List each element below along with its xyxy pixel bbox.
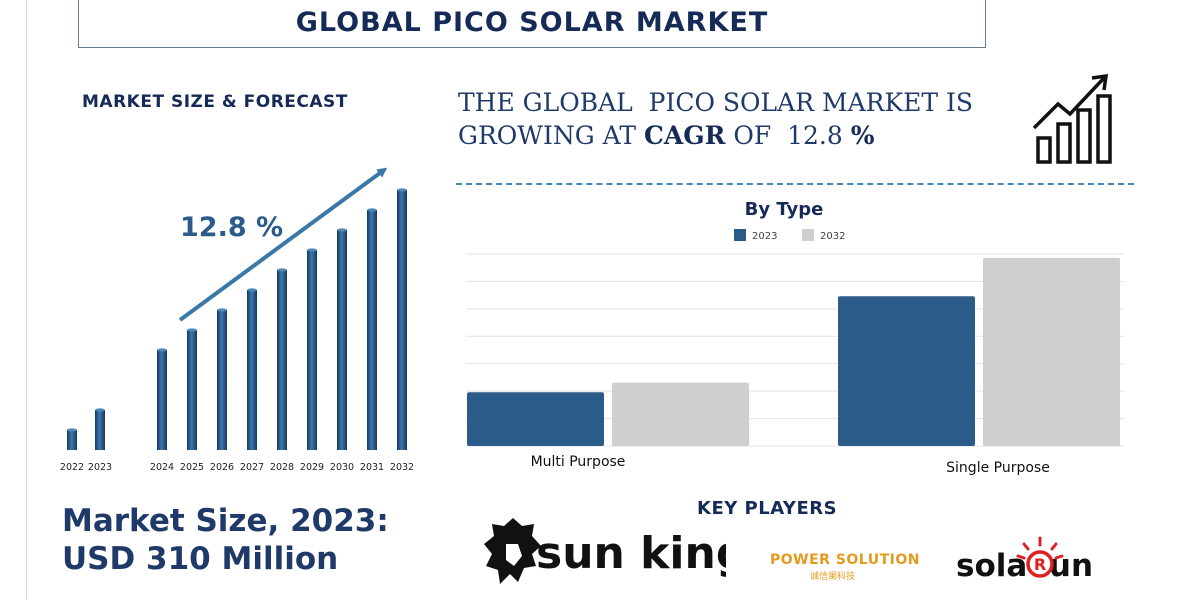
forecast-bar-cap-2027	[247, 288, 257, 292]
forecast-xtick-2031: 2031	[360, 462, 384, 473]
forecast-bar-2026	[217, 310, 227, 450]
by-type-title: By Type	[745, 199, 824, 220]
forecast-heading: MARKET SIZE & FORECAST	[82, 92, 348, 112]
forecast-xtick-2026: 2026	[210, 462, 234, 473]
section-divider	[456, 183, 1134, 185]
forecast-bar-2031	[367, 210, 377, 450]
forecast-bar-2023	[95, 410, 105, 450]
forecast-xtick-2028: 2028	[270, 462, 294, 473]
headline-prefix: GROWING AT	[458, 121, 644, 150]
type-bar-single-purpose-2032	[983, 257, 1120, 446]
forecast-xtick-2027: 2027	[240, 462, 264, 473]
forecast-xtick-2025: 2025	[180, 462, 204, 473]
legend-label-2032: 2032	[820, 231, 845, 242]
type-bar-multi-purpose-2023	[467, 392, 604, 446]
type-bar-multi-purpose-2032	[612, 382, 749, 446]
forecast-bar-2024	[157, 350, 167, 450]
forecast-bar-cap-2031	[367, 208, 377, 212]
forecast-xtick-2030: 2030	[330, 462, 354, 473]
forecast-bar-cap-2030	[337, 228, 347, 232]
cagr-annotation: 12.8 %	[180, 212, 283, 243]
forecast-bar-chart: 2022 2023 2024 2025 2026 2027 2028 2029 2030 2031…	[60, 167, 414, 473]
forecast-bar-cap-2023	[95, 408, 105, 412]
bulb-logo-icon: R	[1016, 536, 1064, 578]
forecast-xtick-2022: 2022	[60, 462, 84, 473]
market-size-line2: USD 310 Million	[62, 541, 339, 577]
category-label-multi-purpose: Multi Purpose	[531, 454, 626, 470]
forecast-xtick-2029: 2029	[300, 462, 324, 473]
sun-king-wordmark: sun king	[536, 528, 726, 579]
page-title: GLOBAL PICO SOLAR MARKET	[295, 7, 769, 38]
cagr-headline: THE GLOBAL PICO SOLAR MARKET IS GROWING …	[458, 86, 998, 152]
legend-label-2023: 2023	[752, 231, 777, 242]
forecast-bar-cap-2025	[187, 328, 197, 332]
forecast-xtick-2032: 2032	[390, 462, 414, 473]
forecast-bar-cap-2028	[277, 268, 287, 272]
headline-middle: OF 12.8	[725, 121, 851, 150]
forecast-bar-2032	[397, 190, 407, 450]
headline-cagr: CAGR	[643, 121, 726, 150]
title-banner: GLOBAL PICO SOLAR MARKET	[78, 0, 986, 48]
lion-logo-icon	[484, 518, 541, 584]
category-label-single-purpose: Single Purpose	[946, 460, 1050, 476]
solarun-wordmark: sola un	[956, 548, 1093, 584]
by-type-bar-chart: By Type 2023 2032 Multi Purpose Single Pur…	[466, 199, 1124, 476]
forecast-bar-cap-2022	[67, 428, 77, 432]
growth-chart-icon	[1032, 73, 1112, 164]
key-players-heading: KEY PLAYERS	[697, 498, 838, 519]
growth-arrow	[178, 167, 388, 322]
type-bar-single-purpose-2023	[838, 296, 975, 446]
forecast-bar-2022	[67, 430, 77, 450]
power-solution-subtitle: 诚信阑科技	[810, 572, 856, 582]
solarun-mark: R	[1034, 555, 1046, 574]
forecast-bar-2029	[307, 250, 317, 450]
legend-swatch-2023	[734, 229, 746, 241]
left-border-line	[26, 0, 27, 600]
market-size-line1: Market Size, 2023:	[62, 503, 389, 539]
forecast-bar-cap-2026	[217, 308, 227, 312]
forecast-bar-cap-2032	[397, 188, 407, 192]
forecast-bar-cap-2029	[307, 248, 317, 252]
forecast-xtick-2024: 2024	[150, 462, 174, 473]
forecast-bar-2025	[187, 330, 197, 450]
power-solution-logo: POWER SOLUTION 诚信阑科技	[770, 552, 920, 582]
forecast-bar-2028	[277, 270, 287, 450]
power-solution-wordmark: POWER SOLUTION	[770, 552, 920, 568]
market-size-statement: Market Size, 2023: USD 310 Million	[62, 502, 422, 578]
headline-line1: THE GLOBAL PICO SOLAR MARKET IS	[458, 88, 974, 117]
forecast-bar-2030	[337, 230, 347, 450]
legend-swatch-2032	[802, 229, 814, 241]
forecast-xtick-2023: 2023	[88, 462, 112, 473]
forecast-bar-2027	[247, 290, 257, 450]
solarun-logo: sola un R	[956, 536, 1116, 586]
headline-percent: %	[850, 121, 875, 150]
forecast-bar-cap-2024	[157, 348, 167, 352]
headline-line2: GROWING AT CAGR OF 12.8 %	[458, 119, 998, 152]
